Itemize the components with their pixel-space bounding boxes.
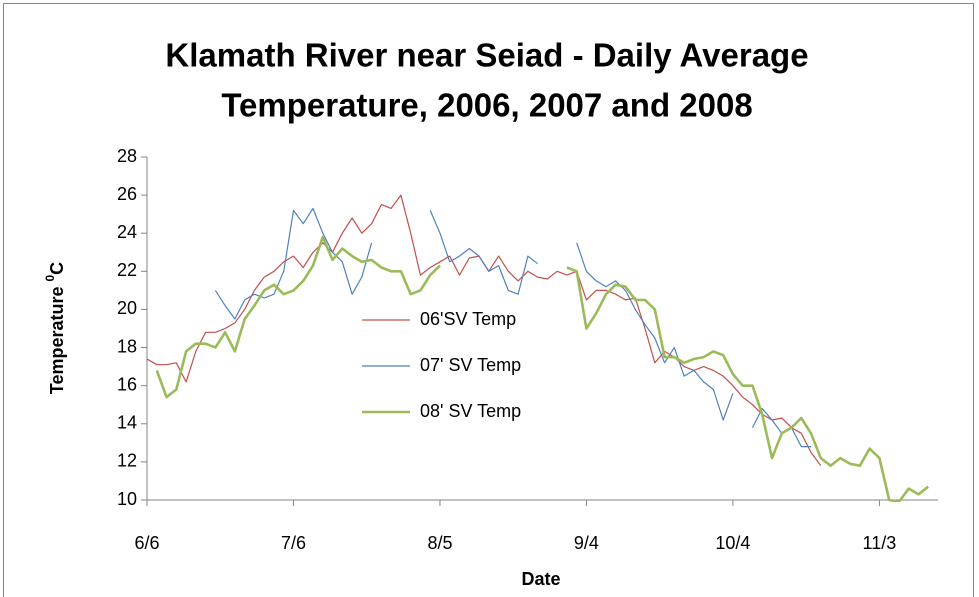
y-tick-label: 20 [117, 298, 137, 318]
y-axis-label-text: Temperature [47, 286, 67, 394]
chart-title: Temperature, 2006, 2007 and 2008 [221, 87, 752, 124]
chart-frame [3, 3, 974, 597]
x-tick-label: 10/4 [715, 533, 750, 553]
plot-area [147, 194, 930, 502]
legend-label: 06'SV Temp [420, 309, 516, 329]
x-tick-label: 6/6 [134, 533, 159, 553]
x-tick-label: 8/5 [427, 533, 452, 553]
legend-label: 08' SV Temp [420, 401, 521, 421]
series-line [147, 194, 822, 467]
y-tick-label: 24 [117, 222, 137, 242]
y-tick-label: 14 [117, 413, 137, 433]
chart-title: Klamath River near Seiad - Daily Average [165, 37, 808, 74]
y-tick-label: 26 [117, 184, 137, 204]
x-tick-label: 9/4 [574, 533, 599, 553]
x-axis-label: Date [521, 569, 560, 589]
y-axis-label-unit: C [47, 262, 67, 275]
y-tick-label: 18 [117, 336, 137, 356]
y-tick-label: 16 [117, 374, 137, 394]
y-tick-label: 12 [117, 451, 137, 471]
y-tick-label: 22 [117, 260, 137, 280]
x-tick-label: 7/6 [281, 533, 306, 553]
y-axis-label-sup: 0 [43, 274, 57, 281]
y-axis-label: Temperature 0C [43, 262, 67, 394]
x-tick-label: 11/3 [863, 533, 897, 553]
series-line [155, 235, 930, 502]
series-line [214, 207, 811, 448]
legend-label: 07' SV Temp [420, 355, 521, 375]
y-tick-label: 28 [117, 146, 137, 166]
y-tick-label: 10 [117, 489, 137, 509]
